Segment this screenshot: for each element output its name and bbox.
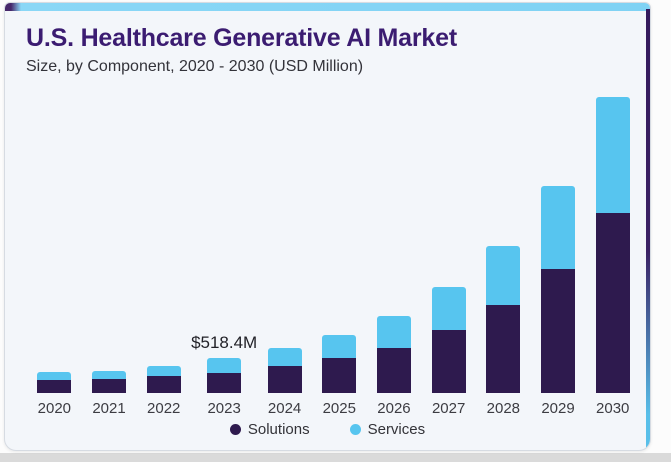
x-axis-label-2026: 2026 xyxy=(377,400,411,417)
services-segment xyxy=(486,246,521,305)
solutions-segment xyxy=(541,269,576,393)
bar-column-2021: 2021 xyxy=(82,81,137,417)
services-segment xyxy=(92,371,127,379)
chart-legend: Solutions Services xyxy=(5,421,650,438)
solutions-segment xyxy=(146,376,181,393)
x-axis-label-2020: 2020 xyxy=(37,400,72,417)
solutions-segment xyxy=(486,305,521,393)
stacked-bar-2021 xyxy=(92,371,127,393)
x-axis-label-2030: 2030 xyxy=(596,400,630,417)
stacked-bar-2023 xyxy=(207,358,242,393)
bar-value-label: $518.4M xyxy=(191,333,258,352)
bar-column-2027: 2027 xyxy=(421,81,476,417)
services-segment xyxy=(322,335,357,358)
bar-column-2025: 2025 xyxy=(312,81,367,417)
page-bottom-strip xyxy=(0,453,671,462)
legend-dot-icon xyxy=(229,424,241,435)
legend-item-solutions: Solutions xyxy=(229,421,310,438)
bar-column-2022: 2022 xyxy=(136,81,191,417)
bar-column-2029: 2029 xyxy=(531,81,586,417)
stacked-bar-2029 xyxy=(541,186,576,393)
bar-column-2023: $518.4M 2023 xyxy=(191,81,257,417)
services-segment xyxy=(267,348,302,366)
solutions-segment xyxy=(207,373,242,393)
x-axis-label-2022: 2022 xyxy=(147,400,181,417)
services-segment xyxy=(146,366,181,376)
stacked-bar-chart: 2020 2021 2022 $518.4M 2023 2024 2025 2026 2027 2… xyxy=(27,81,640,417)
stacked-bar-2028 xyxy=(486,246,521,393)
solutions-segment xyxy=(37,380,72,393)
stacked-bar-2026 xyxy=(376,316,411,393)
legend-item-services: Services xyxy=(349,421,426,438)
x-axis-label-2023: 2023 xyxy=(207,400,241,417)
services-segment xyxy=(595,97,630,213)
bar-column-2020: 2020 xyxy=(27,81,82,417)
card-top-accent-bar xyxy=(5,3,650,11)
stacked-bar-2025 xyxy=(322,335,357,393)
bar-column-2030: 2030 xyxy=(585,81,640,417)
services-segment xyxy=(541,186,576,269)
x-axis-label-2028: 2028 xyxy=(486,400,521,417)
card-right-accent-bar xyxy=(646,9,650,450)
chart-header: U.S. Healthcare Generative AI Market Siz… xyxy=(26,24,457,76)
services-segment xyxy=(207,358,242,373)
stacked-bar-2024 xyxy=(267,348,302,393)
services-segment xyxy=(376,316,411,348)
x-axis-label-2027: 2027 xyxy=(431,400,466,417)
solutions-segment xyxy=(595,213,630,393)
x-axis-label-2021: 2021 xyxy=(92,400,126,417)
stacked-bar-2022 xyxy=(146,366,181,393)
solutions-segment xyxy=(431,330,466,393)
bar-column-2026: 2026 xyxy=(367,81,422,417)
x-axis-label-2029: 2029 xyxy=(541,400,575,417)
legend-dot-icon xyxy=(349,424,361,435)
solutions-segment xyxy=(267,366,302,393)
chart-title: U.S. Healthcare Generative AI Market xyxy=(26,24,457,52)
stacked-bar-2030 xyxy=(595,97,630,393)
stacked-bar-2027 xyxy=(431,287,466,393)
services-segment xyxy=(37,372,72,380)
legend-label: Services xyxy=(367,421,426,438)
legend-label: Solutions xyxy=(247,421,310,438)
x-axis-label-2024: 2024 xyxy=(267,400,302,417)
stacked-bar-2020 xyxy=(37,372,72,393)
solutions-segment xyxy=(376,348,411,393)
solutions-segment xyxy=(92,379,127,393)
x-axis-label-2025: 2025 xyxy=(322,400,356,417)
chart-subtitle: Size, by Component, 2020 - 2030 (USD Mil… xyxy=(26,58,364,75)
solutions-segment xyxy=(322,358,357,393)
bar-column-2024: 2024 xyxy=(257,81,312,417)
chart-card: U.S. Healthcare Generative AI Market Siz… xyxy=(4,2,651,451)
services-segment xyxy=(431,287,466,330)
bar-column-2028: 2028 xyxy=(476,81,531,417)
